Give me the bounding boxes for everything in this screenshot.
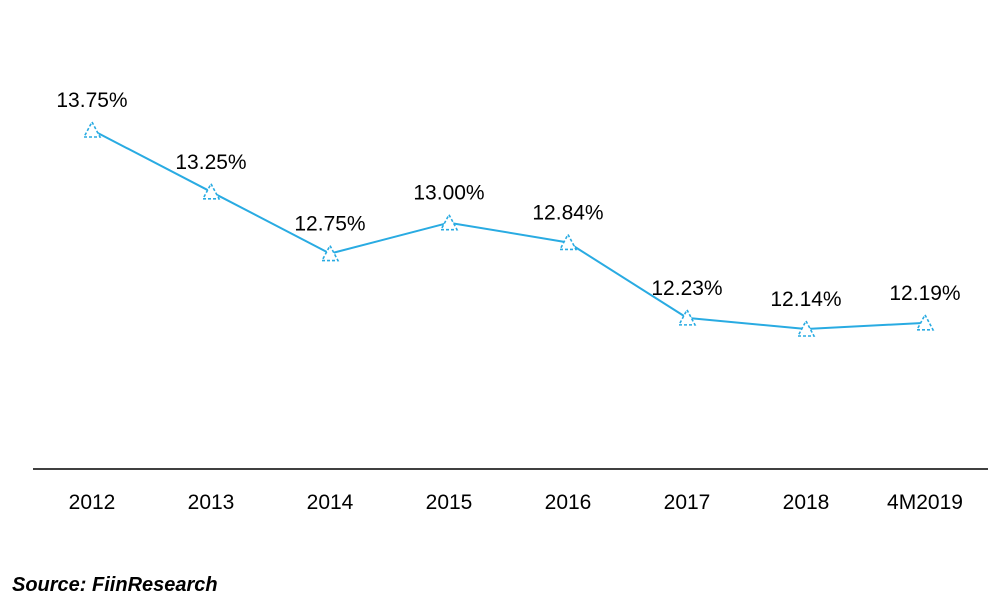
plot-area: 2012 2013 2014 2015 2016 2017 2018 4M2019 13.75%… [33, 89, 988, 514]
x-tick-label: 2013 [188, 491, 235, 514]
x-tick-label: 2015 [426, 491, 473, 514]
data-point-marker [677, 308, 697, 326]
data-label: 12.23% [651, 277, 722, 300]
x-tick-label: 2018 [783, 491, 830, 514]
data-label: 12.14% [770, 288, 841, 311]
data-point-marker [201, 182, 221, 200]
x-tick-label: 2016 [545, 491, 592, 514]
data-label: 12.19% [889, 282, 960, 305]
data-point-marker [558, 232, 578, 251]
x-tick-label: 2012 [69, 491, 116, 514]
series-line [91, 129, 926, 330]
data-point-marker [796, 319, 816, 337]
x-tick-label: 2014 [307, 491, 354, 514]
source-note: Source: FiinResearch [12, 574, 218, 596]
x-tick-label: 2017 [664, 491, 711, 514]
x-tick-label: 4M2019 [887, 491, 963, 514]
data-label: 12.75% [294, 213, 365, 236]
data-point-marker [439, 213, 459, 231]
data-label: 13.75% [56, 89, 127, 112]
data-point-marker [320, 243, 340, 262]
data-point-marker [82, 120, 102, 138]
data-label: 12.84% [532, 201, 603, 224]
data-point-marker [915, 313, 935, 331]
data-label: 13.00% [413, 182, 484, 205]
data-label: 13.25% [175, 151, 246, 174]
